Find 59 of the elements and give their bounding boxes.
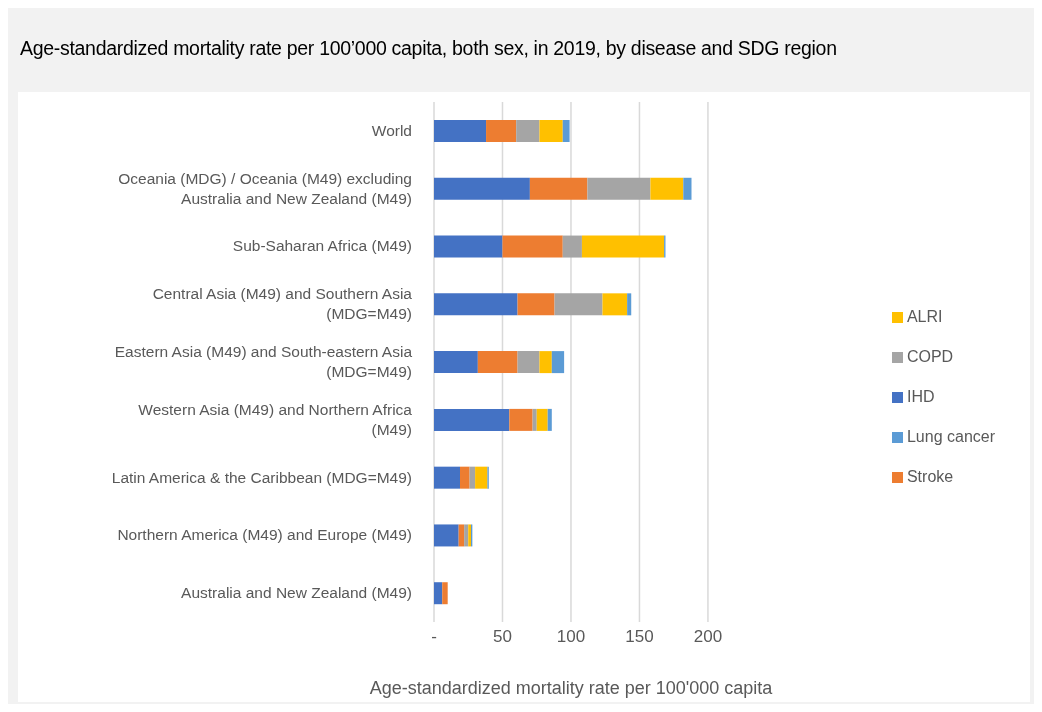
legend-label: Lung cancer <box>906 428 995 445</box>
legend-label: COPD <box>906 348 954 365</box>
x-tick-label: 100 <box>556 627 586 647</box>
bar <box>469 466 476 489</box>
legend-label: IHD <box>906 388 935 405</box>
bar <box>683 177 692 200</box>
bar <box>477 351 518 374</box>
y-tick-label: Sub-Saharan Africa (M49) <box>232 237 412 255</box>
y-tick-label: Latin America & the Caribbean (MDG=M49) <box>111 468 412 486</box>
bar <box>434 293 518 316</box>
legend-label: Stroke <box>906 468 954 485</box>
x-tick-label: 150 <box>625 627 654 647</box>
x-axis-title: Age-standardized mortality rate per 100'000 capita <box>369 678 774 698</box>
y-tick-label: Central Asia (M49) and Southern Asia (MDG=M49) <box>152 285 413 323</box>
y-tick-label: World <box>371 121 412 139</box>
bar <box>434 466 461 489</box>
y-tick-label: Australia and New Zealand (M49) <box>181 584 412 602</box>
bar <box>434 235 503 258</box>
bar <box>517 351 540 374</box>
bar <box>536 408 548 431</box>
chart-title: Age-standardized mortality rate per 100’000 capita, both sex, in 2019, by disease and SDG region <box>19 35 838 61</box>
bar <box>434 177 530 200</box>
bar <box>442 582 448 605</box>
bar <box>551 351 565 374</box>
bar <box>516 120 540 142</box>
bar <box>464 524 469 547</box>
bar <box>562 235 582 258</box>
bar <box>529 177 588 200</box>
bar <box>460 466 470 489</box>
bar <box>434 408 510 431</box>
x-tick-label: 50 <box>493 627 512 647</box>
legend-label: ALRI <box>906 308 943 325</box>
bar <box>458 524 465 547</box>
bar <box>547 408 552 431</box>
bar <box>509 408 533 431</box>
y-tick-label: Oceania (MDG) / Oceania (M49) excluding Australia and New Zealand (M49) <box>118 169 412 207</box>
bar <box>581 235 665 258</box>
bar <box>602 293 628 316</box>
bar <box>486 120 517 142</box>
bar <box>539 351 552 374</box>
y-tick-label: Northern America (M49) and Europe (M49) <box>117 526 412 544</box>
x-tick-label: 200 <box>693 627 723 647</box>
bar <box>434 582 443 605</box>
bar <box>650 177 684 200</box>
bar <box>539 120 563 142</box>
bar <box>627 293 632 316</box>
bar <box>434 351 478 374</box>
bar <box>554 293 603 316</box>
bar <box>434 524 459 547</box>
bar <box>532 408 537 431</box>
y-tick-label: Eastern Asia (M49) and South-eastern Asia (MDG=M49) <box>114 343 413 380</box>
bar <box>502 235 563 258</box>
x-tick-label: - <box>431 627 437 647</box>
y-tick-label: Western Asia (M49) and Northern Africa (M49) <box>138 400 413 438</box>
bar <box>434 120 487 142</box>
bar <box>562 120 570 142</box>
bar <box>517 293 555 316</box>
bar <box>475 466 488 489</box>
bar <box>587 177 651 200</box>
